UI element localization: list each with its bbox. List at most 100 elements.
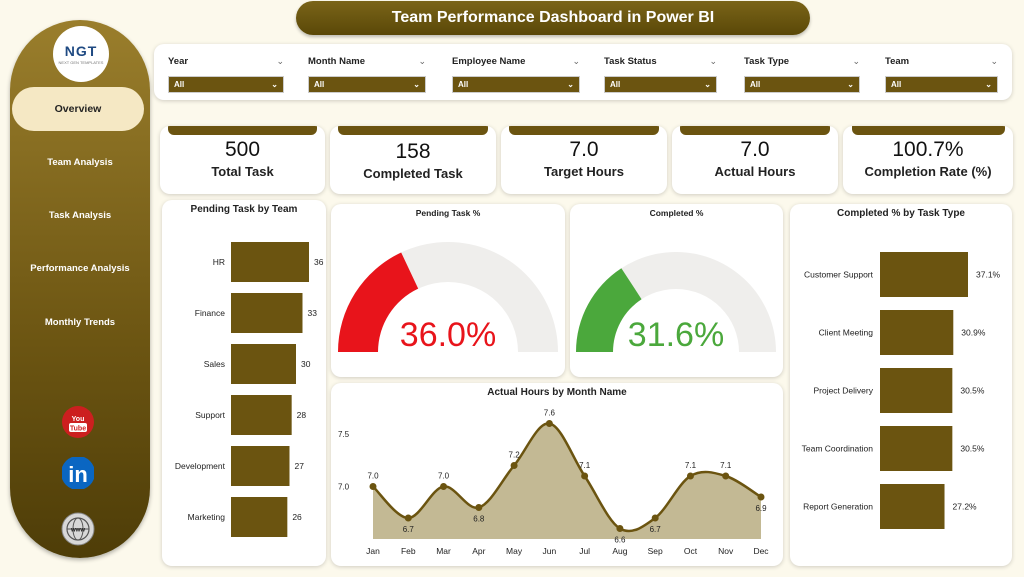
category-label: Team Coordination [802, 444, 874, 454]
kpi-value: 7.0 [740, 138, 770, 161]
dashboard-title: Team Performance Dashboard in Power BI [296, 1, 810, 35]
data-label: 6.9 [755, 504, 767, 513]
kpi-accent [851, 126, 1005, 135]
gauge-value: 36.0% [400, 316, 496, 354]
data-label: 6.7 [403, 525, 415, 534]
x-tick-label: Feb [401, 546, 416, 556]
data-label: 27 [295, 461, 305, 471]
kpi-accent [509, 126, 659, 135]
data-point [510, 462, 518, 469]
chevron-down-icon: ⌄ [418, 56, 426, 66]
chart-title: Completed % by Task Type [837, 208, 965, 219]
data-point [651, 514, 659, 522]
actual-hours-chart: 7.0 7.5 7.0 Jan 6.7 Feb 7.0 Mar 6.8 Apr 7.2 May 7.6 J… [338, 409, 769, 557]
bar [880, 368, 953, 413]
bar [880, 426, 953, 471]
filter-select[interactable]: All ⌄ [744, 76, 860, 93]
gauge-fill [338, 252, 419, 352]
data-point [475, 504, 483, 511]
filter-value: All [458, 80, 469, 89]
svg-text:in: in [68, 462, 88, 487]
kpi-accent [168, 126, 317, 135]
kpi-label: Actual Hours [714, 164, 796, 179]
pending-pct-card: Pending Task % 36.0% [331, 204, 565, 377]
bar [231, 497, 288, 537]
nav-monthly-trends[interactable]: Monthly Trends [44, 317, 116, 328]
chevron-down-icon: ⌄ [990, 56, 998, 66]
chart-title: Pending Task by Team [190, 204, 298, 215]
filter-task-status[interactable]: Task Status ⌄ All ⌄ [604, 56, 717, 93]
kpi-label: Total Task [211, 164, 274, 179]
filter-label: Month Name [308, 56, 365, 67]
data-label: 30.9% [961, 328, 986, 338]
nav-performance-analysis[interactable]: Performance Analysis [30, 263, 130, 274]
filter-month-name[interactable]: Month Name ⌄ All ⌄ [308, 56, 426, 93]
filter-select[interactable]: All ⌄ [168, 76, 284, 93]
filter-year[interactable]: Year ⌄ All ⌄ [168, 56, 284, 93]
kpi-accent [338, 126, 488, 135]
bar [231, 344, 296, 384]
filter-select[interactable]: All ⌄ [885, 76, 998, 93]
youtube-icon[interactable]: You Tube [61, 405, 95, 439]
filter-task-type[interactable]: Task Type ⌄ All ⌄ [744, 56, 860, 93]
filter-select[interactable]: All ⌄ [452, 76, 580, 93]
bar [880, 310, 954, 355]
chart-title: Completed % [649, 208, 704, 218]
linkedin-icon[interactable]: in [61, 456, 95, 490]
brand-logo: NGT NEXT GEN TEMPLATES [53, 26, 109, 82]
chevron-down-icon: ⌄ [704, 80, 711, 89]
chevron-down-icon: ⌄ [276, 56, 284, 66]
x-tick-label: Apr [472, 546, 485, 556]
kpi-value: 100.7% [892, 138, 964, 161]
filter-select[interactable]: All ⌄ [308, 76, 426, 93]
category-label: Customer Support [804, 270, 874, 280]
data-label: 36 [314, 257, 324, 267]
nav-team-analysis[interactable]: Team Analysis [47, 157, 113, 168]
bar [231, 395, 292, 435]
filter-label: Task Type [744, 56, 790, 67]
y-tick-label: 7.0 [338, 483, 350, 492]
kpi-value: 500 [224, 138, 261, 161]
data-label: 7.0 [438, 472, 450, 481]
logo-text: NGT [64, 43, 98, 59]
kpi-label: Completed Task [363, 166, 463, 181]
chevron-down-icon: ⌄ [567, 80, 574, 89]
kpi-label: Target Hours [544, 164, 624, 179]
x-tick-label: Aug [612, 546, 627, 556]
data-point [616, 525, 624, 532]
chevron-down-icon: ⌄ [852, 56, 860, 66]
bar [231, 446, 290, 486]
bar [880, 484, 945, 529]
kpi-completed-task: 158 Completed Task [330, 126, 496, 194]
pending-by-team-chart: HR 36 Finance 33 Sales 30 Support 28 Development… [175, 242, 324, 537]
filter-select[interactable]: All ⌄ [604, 76, 717, 93]
completed-by-type-chart: Customer Support 37.1% Client Meeting 30.9%… [802, 252, 1001, 529]
website-globe-icon[interactable]: www [61, 512, 95, 546]
data-point [440, 483, 448, 490]
svg-text:Tube: Tube [70, 426, 86, 433]
data-point [757, 493, 765, 501]
nav-overview[interactable]: Overview [12, 87, 144, 131]
gauge-value: 31.6% [628, 316, 724, 354]
data-label: 26 [292, 512, 302, 522]
category-label: Support [195, 410, 225, 420]
category-label: Report Generation [803, 502, 873, 512]
filter-employee-name[interactable]: Employee Name ⌄ All ⌄ [452, 56, 580, 93]
chevron-down-icon: ⌄ [413, 80, 420, 89]
data-label: 30 [301, 359, 311, 369]
x-tick-label: Oct [684, 546, 698, 556]
filter-value: All [891, 80, 902, 89]
data-label: 6.8 [473, 515, 485, 524]
data-point [581, 472, 589, 480]
filter-value: All [314, 80, 325, 89]
chevron-down-icon: ⌄ [709, 56, 717, 66]
pending-by-team-card: Pending Task by Team HR 36 Finance 33 Sales 3… [162, 200, 326, 566]
data-label: 7.1 [720, 461, 732, 470]
filter-team[interactable]: Team ⌄ All ⌄ [885, 56, 998, 93]
data-label: 7.1 [579, 461, 591, 470]
filter-label: Employee Name [452, 56, 526, 67]
nav-task-analysis[interactable]: Task Analysis [48, 210, 112, 221]
chevron-down-icon: ⌄ [572, 56, 580, 66]
x-tick-label: Sep [648, 546, 663, 556]
x-tick-label: Jul [579, 546, 590, 556]
